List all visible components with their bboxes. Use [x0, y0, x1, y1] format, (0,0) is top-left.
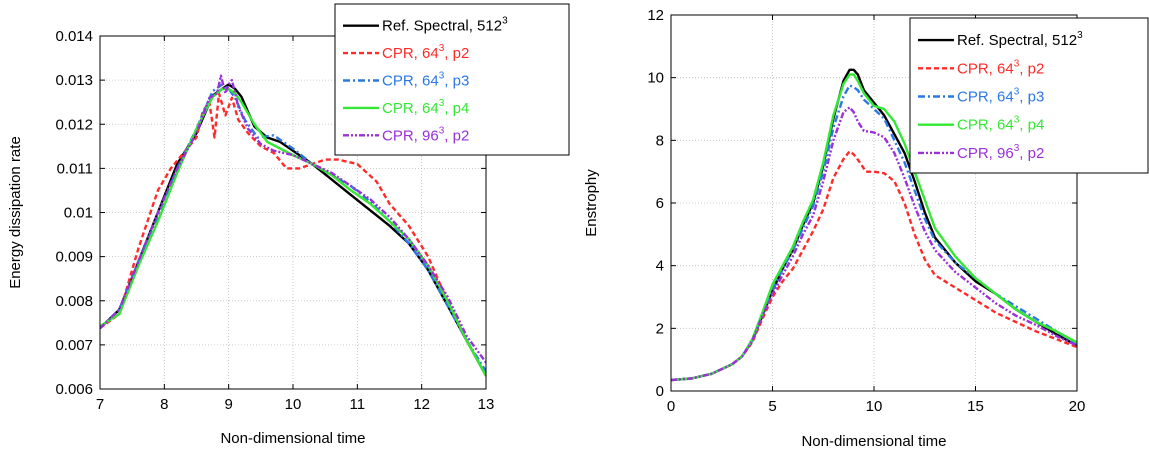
y-tick-label: 0.013: [55, 72, 93, 89]
x-tick-label: 10: [866, 398, 883, 415]
x-tick-label: 8: [160, 396, 168, 413]
y-tick-label: 6: [656, 195, 664, 212]
series-group: [100, 74, 486, 377]
y-tick-label: 0.012: [55, 116, 93, 133]
y-tick-label: 0.009: [55, 249, 93, 266]
series-line-3: [100, 83, 486, 372]
legend-entry-3: CPR, 643, p3: [382, 71, 469, 90]
x-tick-label: 9: [224, 396, 232, 413]
x-tick-label: 0: [667, 398, 675, 415]
series-line-5: [671, 106, 1077, 382]
plot-frame: [99, 35, 487, 390]
legend-entry-1: Ref. Spectral, 5123: [957, 30, 1083, 49]
x-tick-label: 20: [1069, 398, 1086, 415]
legend: Ref. Spectral, 5123 CPR, 643, p2 CPR, 643,…: [334, 3, 570, 156]
y-tick-label: 0.008: [55, 293, 93, 310]
y-tick-label: 8: [656, 132, 664, 149]
y-tick-label: 4: [656, 258, 664, 275]
y-tick-label: 12: [647, 7, 664, 24]
legend-entry-2: CPR, 643, p2: [957, 58, 1044, 77]
y-tick-label: 0.01: [64, 205, 93, 222]
legend-entry-4: CPR, 643, p4: [382, 98, 469, 117]
y-tick-label: 0.011: [57, 160, 93, 177]
x-tick-label: 7: [96, 396, 104, 413]
x-tick-label: 11: [350, 396, 366, 413]
legend: Ref. Spectral, 5123 CPR, 643, p2 CPR, 643,…: [909, 17, 1149, 174]
legend-entry-5: CPR, 963, p2: [382, 125, 469, 144]
x-axis-label: Non-dimensional time: [220, 430, 365, 447]
chart-1: 7 8 9 10 11 12 13 0.006 0.007 0.008 0.009 0.01 0.011…: [7, 3, 570, 447]
x-tick-label: 12: [413, 396, 430, 413]
series-line-2: [671, 150, 1077, 382]
x-tick-label: 5: [768, 398, 776, 415]
x-axis-label: Non-dimensional time: [801, 433, 946, 450]
series-group: [671, 68, 1077, 382]
chart-2: 0 5 10 15 20 0 2 4 6 8 10 12 Non-dimensional time Ens…: [583, 7, 1149, 450]
legend-entry-3: CPR, 643, p3: [957, 87, 1044, 106]
legend-entry-4: CPR, 643, p4: [957, 115, 1044, 134]
y-tick-label: 2: [656, 320, 664, 337]
series-line-2: [100, 92, 486, 377]
x-tick-label: 10: [285, 396, 302, 413]
series-line-4: [671, 73, 1077, 382]
y-tick-label: 10: [647, 70, 664, 87]
series-line-5: [100, 74, 486, 364]
legend-entry-2: CPR, 643, p2: [382, 43, 469, 62]
x-tick-label: 15: [967, 398, 984, 415]
series-line-4: [100, 87, 486, 377]
plot-frame: [670, 14, 1078, 392]
y-tick-label: 0: [656, 383, 664, 400]
y-tick-label: 0.014: [55, 28, 93, 45]
x-tick-label: 13: [478, 396, 495, 413]
y-axis-label: Enstrophy: [583, 169, 600, 237]
y-tick-label: 0.007: [55, 337, 93, 354]
y-tick-label: 0.006: [55, 381, 93, 398]
legend-entry-1: Ref. Spectral, 5123: [382, 16, 508, 35]
y-axis-label: Energy dissipation rate: [7, 136, 24, 289]
legend-entry-5: CPR, 963, p2: [957, 143, 1044, 162]
